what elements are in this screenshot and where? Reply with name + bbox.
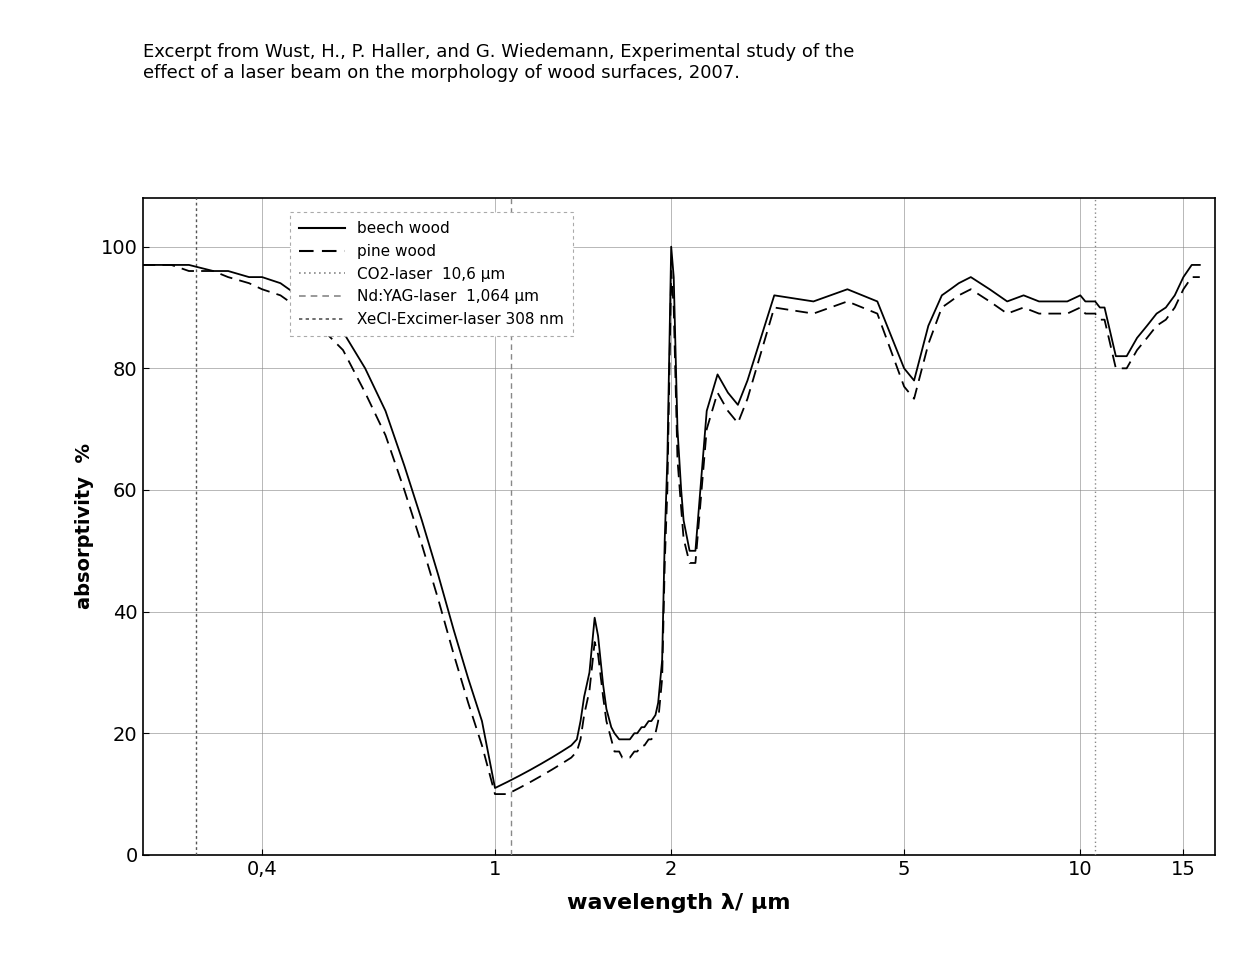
Y-axis label: absorptivity  %: absorptivity % <box>74 443 94 610</box>
Legend: beech wood, pine wood, CO2-laser  10,6 μm, Nd:YAG-laser  1,064 μm, XeCl-Excimer-: beech wood, pine wood, CO2-laser 10,6 μm… <box>290 213 573 336</box>
X-axis label: wavelength λ/ μm: wavelength λ/ μm <box>567 893 791 913</box>
Text: Excerpt from Wust, H., P. Haller, and G. Wiedemann, Experimental study of the
ef: Excerpt from Wust, H., P. Haller, and G.… <box>143 43 854 82</box>
